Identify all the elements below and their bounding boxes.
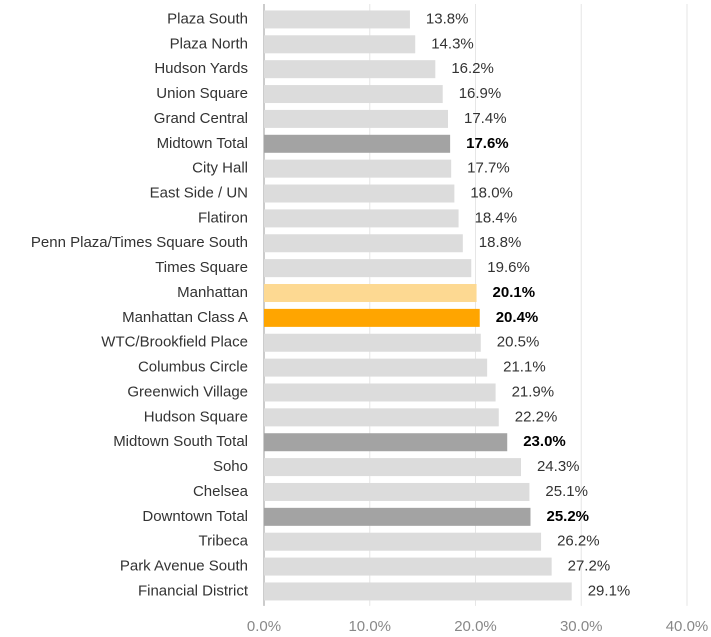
value-label: 18.0% <box>470 184 513 201</box>
y-tick-label: Plaza South <box>167 10 248 27</box>
value-label: 25.1% <box>545 483 588 500</box>
bar <box>264 358 488 377</box>
value-label: 24.3% <box>537 458 580 475</box>
bar <box>264 308 480 327</box>
bar <box>264 433 508 452</box>
bar <box>264 284 477 303</box>
x-tick-label: 30.0% <box>560 618 603 635</box>
y-tick-label: Financial District <box>138 582 249 599</box>
value-label: 21.1% <box>503 359 546 376</box>
value-label: 16.9% <box>459 85 502 102</box>
value-label: 25.2% <box>546 508 589 525</box>
value-label: 14.3% <box>431 35 474 52</box>
bar <box>264 35 416 54</box>
bar <box>264 557 552 576</box>
y-tick-label: Park Avenue South <box>120 558 248 575</box>
bar <box>264 259 472 278</box>
y-tick-label: Midtown Total <box>157 135 248 152</box>
bar <box>264 159 452 178</box>
y-tick-label: Hudson Yards <box>154 60 248 77</box>
y-tick-label: Penn Plaza/Times Square South <box>31 234 248 251</box>
y-tick-label: Downtown Total <box>142 508 248 525</box>
value-label: 17.6% <box>466 135 509 152</box>
value-label: 18.4% <box>475 209 518 226</box>
y-tick-label: City Hall <box>192 160 248 177</box>
value-label: 26.2% <box>557 533 600 550</box>
y-tick-label: Flatiron <box>198 209 248 226</box>
x-tick-label: 40.0% <box>666 618 709 635</box>
value-label: 20.4% <box>496 309 539 326</box>
y-tick-label: Columbus Circle <box>138 359 248 376</box>
value-label: 18.8% <box>479 234 522 251</box>
bar <box>264 209 459 228</box>
value-label: 13.8% <box>426 10 469 27</box>
value-label: 19.6% <box>487 259 530 276</box>
value-label: 22.2% <box>515 408 558 425</box>
bar <box>264 184 455 203</box>
value-label: 27.2% <box>568 558 611 575</box>
x-tick-label: 0.0% <box>247 618 281 635</box>
bar <box>264 482 530 501</box>
bar <box>264 383 496 402</box>
y-tick-label: Chelsea <box>193 483 249 500</box>
bar <box>264 234 463 253</box>
value-label: 23.0% <box>523 433 566 450</box>
x-tick-label: 10.0% <box>348 618 391 635</box>
value-label: 17.7% <box>467 160 510 177</box>
bar <box>264 60 436 79</box>
y-tick-label: Plaza North <box>170 35 248 52</box>
value-label: 20.5% <box>497 334 540 351</box>
bar <box>264 134 451 153</box>
y-tick-label: Manhattan Class A <box>122 309 248 326</box>
y-tick-label: Times Square <box>155 259 248 276</box>
bar <box>264 507 531 526</box>
y-tick-label: Manhattan <box>177 284 248 301</box>
y-tick-label: Union Square <box>156 85 248 102</box>
bar <box>264 333 481 352</box>
y-tick-label: Greenwich Village <box>127 383 248 400</box>
value-label: 20.1% <box>493 284 536 301</box>
bar <box>264 10 410 29</box>
bar <box>264 458 521 477</box>
y-tick-label: Midtown South Total <box>113 433 248 450</box>
bar <box>264 582 572 601</box>
bar <box>264 109 449 128</box>
value-label: 21.9% <box>512 383 555 400</box>
y-tick-label: WTC/Brookfield Place <box>101 334 248 351</box>
y-tick-label: East Side / UN <box>150 184 248 201</box>
value-label: 17.4% <box>464 110 507 127</box>
y-tick-label: Tribeca <box>199 533 249 550</box>
bar <box>264 408 499 427</box>
value-label: 29.1% <box>588 582 631 599</box>
bar <box>264 85 443 104</box>
x-tick-label: 20.0% <box>454 618 497 635</box>
bar <box>264 532 542 551</box>
y-tick-label: Soho <box>213 458 248 475</box>
value-label: 16.2% <box>451 60 494 77</box>
y-tick-label: Hudson Square <box>144 408 248 425</box>
y-tick-label: Grand Central <box>154 110 248 127</box>
